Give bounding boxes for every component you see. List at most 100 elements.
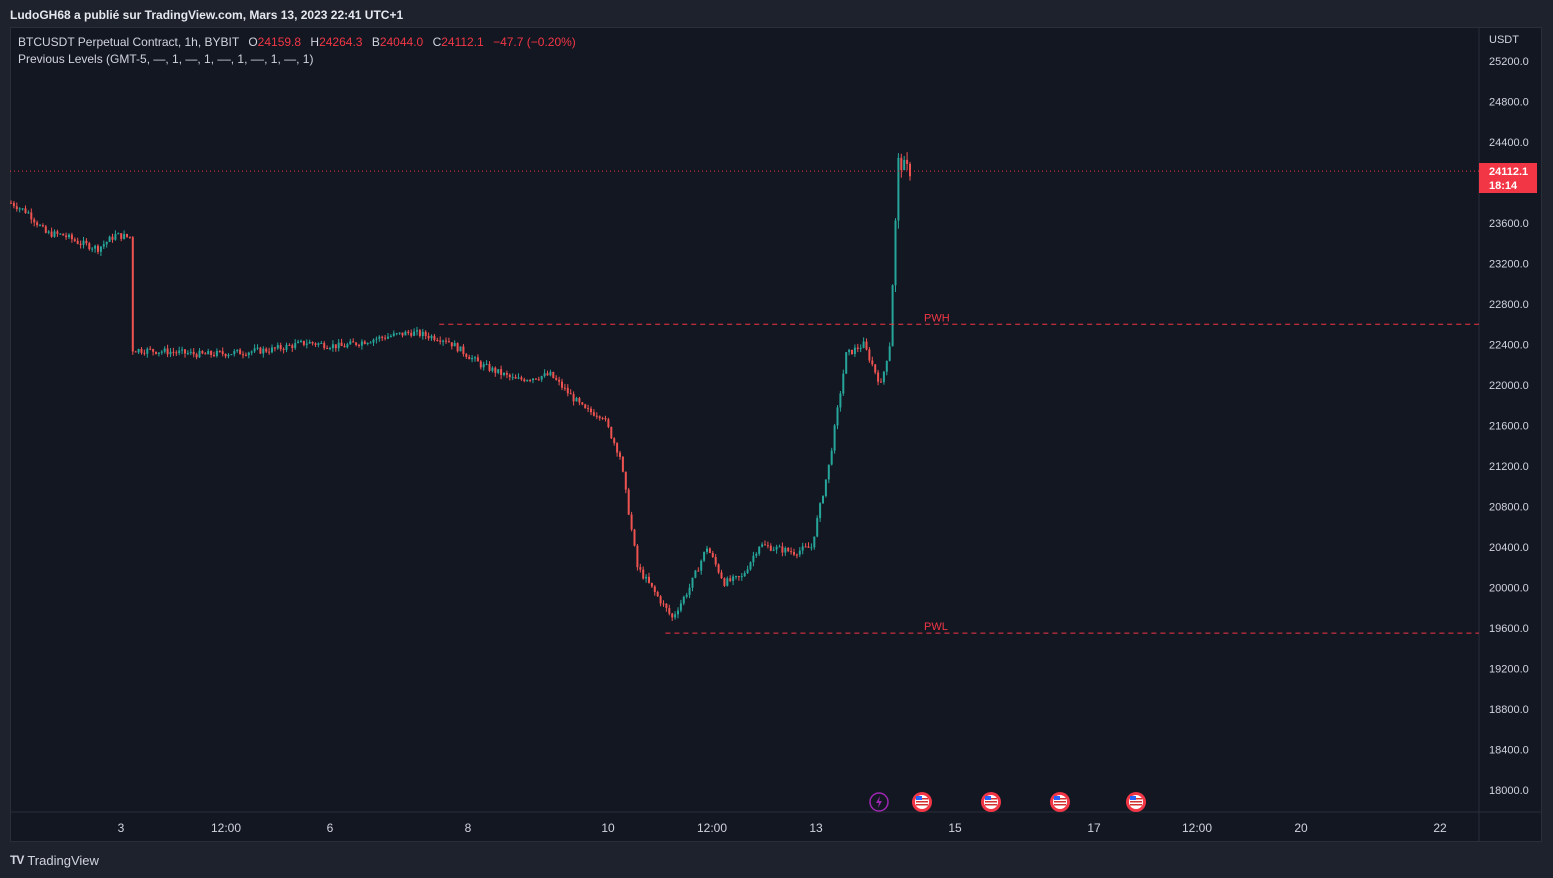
candle-body[interactable] <box>30 212 33 220</box>
candle-body[interactable] <box>882 371 885 383</box>
candle-body[interactable] <box>207 351 210 355</box>
candle-body[interactable] <box>65 235 68 238</box>
candle-body[interactable] <box>534 378 537 380</box>
candle-body[interactable] <box>404 331 407 336</box>
candle-body[interactable] <box>549 371 552 376</box>
candle-body[interactable] <box>334 344 337 349</box>
candle-body[interactable] <box>186 352 189 354</box>
candle-body[interactable] <box>50 231 53 237</box>
candle-body[interactable] <box>105 241 108 245</box>
candle-body[interactable] <box>804 546 807 548</box>
candle-body[interactable] <box>827 464 830 480</box>
candle-body[interactable] <box>163 348 166 352</box>
candle-body[interactable] <box>366 342 369 345</box>
candle-body[interactable] <box>418 330 421 337</box>
candle-body[interactable] <box>152 349 155 352</box>
candle-body[interactable] <box>552 371 555 378</box>
candle-body[interactable] <box>859 347 862 349</box>
candle-body[interactable] <box>358 344 360 346</box>
candle-body[interactable] <box>610 427 613 439</box>
candle-body[interactable] <box>572 394 575 402</box>
candle-body[interactable] <box>563 387 566 389</box>
candle-body[interactable] <box>662 603 665 605</box>
candle-body[interactable] <box>155 351 157 354</box>
candle-body[interactable] <box>476 357 479 362</box>
candle-body[interactable] <box>636 545 639 568</box>
candle-body[interactable] <box>427 335 430 339</box>
candle-body[interactable] <box>230 354 233 356</box>
candle-body[interactable] <box>294 343 297 348</box>
price-axis-unit[interactable]: USDT <box>1489 34 1519 46</box>
candle-body[interactable] <box>735 576 737 578</box>
candle-body[interactable] <box>697 570 700 572</box>
us-flag-event-icon[interactable] <box>912 792 932 812</box>
candle-body[interactable] <box>685 594 688 597</box>
candle-body[interactable] <box>398 332 401 334</box>
candle-body[interactable] <box>694 570 697 578</box>
candle-body[interactable] <box>787 547 790 552</box>
candle-body[interactable] <box>711 552 714 557</box>
candle-body[interactable] <box>517 377 520 379</box>
candle-body[interactable] <box>601 418 604 420</box>
candle-body[interactable] <box>326 348 329 350</box>
candle-body[interactable] <box>801 546 804 551</box>
candle-body[interactable] <box>424 331 427 336</box>
candle-body[interactable] <box>500 369 503 375</box>
candle-body[interactable] <box>218 350 221 352</box>
candle-body[interactable] <box>865 341 868 350</box>
candle-body[interactable] <box>752 555 755 563</box>
candle-body[interactable] <box>813 536 816 548</box>
candle-body[interactable] <box>276 345 279 349</box>
candle-body[interactable] <box>44 226 47 233</box>
candle-body[interactable] <box>442 340 445 342</box>
candle-body[interactable] <box>375 338 378 340</box>
candle-body[interactable] <box>494 367 497 373</box>
candle-body[interactable] <box>659 596 662 604</box>
candle-body[interactable] <box>224 354 227 357</box>
candle-body[interactable] <box>337 342 340 349</box>
candle-body[interactable] <box>479 361 482 368</box>
candle-body[interactable] <box>439 340 442 342</box>
candle-body[interactable] <box>688 587 691 595</box>
candle-body[interactable] <box>633 529 636 546</box>
candle-body[interactable] <box>97 245 99 252</box>
candle-body[interactable] <box>706 548 708 552</box>
candle-body[interactable] <box>682 596 685 604</box>
candle-body[interactable] <box>508 374 511 377</box>
candle-body[interactable] <box>708 548 711 553</box>
candle-body[interactable] <box>114 234 117 240</box>
candle-body[interactable] <box>877 372 880 382</box>
candle-body[interactable] <box>18 208 21 210</box>
candle-body[interactable] <box>462 346 465 355</box>
candle-body[interactable] <box>737 576 740 578</box>
candle-body[interactable] <box>250 351 253 353</box>
candle-body[interactable] <box>674 614 677 618</box>
candle-body[interactable] <box>764 544 766 546</box>
indicator-legend-row[interactable]: Previous Levels (GMT-5, —, 1, —, 1, ––, … <box>18 52 314 66</box>
candle-body[interactable] <box>856 347 859 349</box>
candle-body[interactable] <box>343 346 346 348</box>
candle-body[interactable] <box>329 348 331 350</box>
candle-body[interactable] <box>833 425 836 451</box>
candle-body[interactable] <box>73 239 76 241</box>
candle-body[interactable] <box>619 452 621 457</box>
candle-body[interactable] <box>575 398 578 402</box>
candle-body[interactable] <box>384 337 387 339</box>
candle-body[interactable] <box>703 551 706 561</box>
candle-body[interactable] <box>624 471 627 490</box>
candle-body[interactable] <box>198 350 201 358</box>
candle-body[interactable] <box>433 335 436 340</box>
candle-body[interactable] <box>714 556 717 565</box>
candle-body[interactable] <box>569 393 572 395</box>
candle-body[interactable] <box>726 578 729 586</box>
candle-body[interactable] <box>279 345 282 349</box>
candle-body[interactable] <box>128 236 131 238</box>
candle-body[interactable] <box>723 578 726 586</box>
candle-body[interactable] <box>172 351 175 353</box>
candle-body[interactable] <box>894 220 897 286</box>
candle-body[interactable] <box>195 354 198 358</box>
candle-body[interactable] <box>781 546 784 553</box>
candle-body[interactable] <box>459 346 462 352</box>
candle-body[interactable] <box>346 344 349 348</box>
